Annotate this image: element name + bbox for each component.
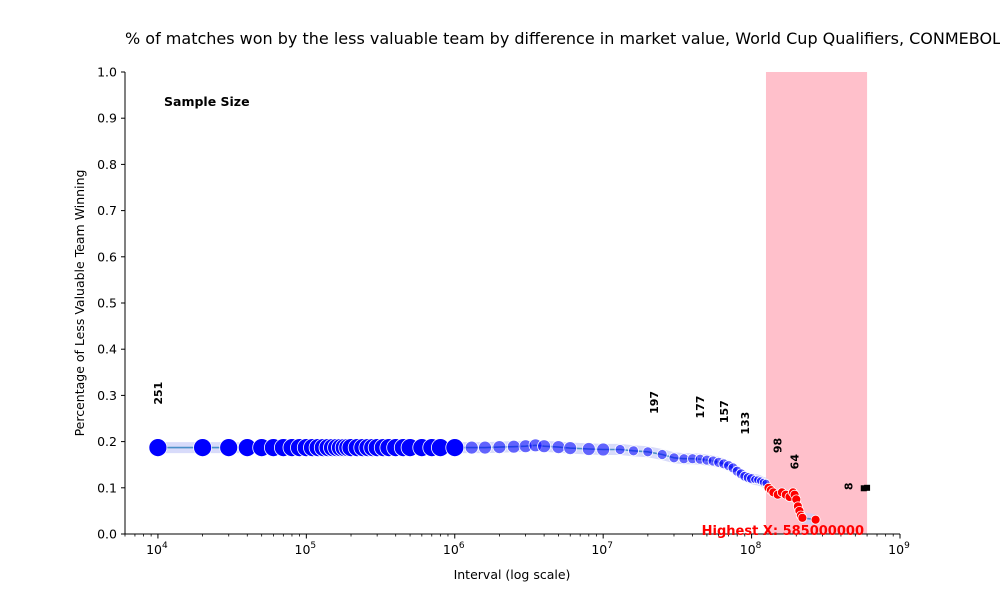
data-point-black (860, 485, 867, 492)
data-point-red (797, 512, 808, 523)
y-tick-label: 0.6 (97, 249, 117, 264)
sample-size-label: 157 (718, 400, 731, 423)
chart-title: % of matches won by the less valuable te… (125, 29, 1000, 48)
y-tick-label: 0.4 (97, 342, 117, 357)
y-tick-label: 0.7 (97, 203, 117, 218)
highest-x-label: Highest X: 585000000 (702, 524, 864, 539)
data-point-blue (581, 442, 596, 456)
sample-size-label: 8 (843, 482, 856, 490)
sample-size-label: 133 (739, 412, 752, 435)
highlight-band (765, 72, 868, 534)
data-point-blue (445, 438, 465, 458)
sample-size-label: 98 (772, 438, 785, 453)
data-point-blue (628, 445, 639, 457)
data-point-blue (219, 438, 239, 458)
x-tick-label: 104 (146, 541, 168, 557)
data-point-blue (642, 446, 654, 458)
y-tick-label: 0.5 (97, 296, 117, 311)
x-tick-label: 108 (740, 541, 762, 557)
data-point-blue (596, 442, 611, 457)
x-axis-label: Interval (log scale) (454, 567, 571, 582)
data-point-blue (656, 449, 668, 460)
x-tick-label: 109 (888, 541, 910, 557)
axes-layer: 0.0 0.1 0.2 0.3 0.4 0.5 0.6 0.7 0.8 0.9 1.0 104 105 1… (97, 65, 910, 558)
data-point-blue (492, 440, 507, 455)
y-tick-label: 0.8 (97, 157, 117, 172)
data-point-blue (551, 440, 566, 455)
data-point-blue (506, 439, 521, 454)
x-tick-label: 106 (443, 541, 465, 557)
data-point-blue (563, 441, 578, 456)
data-point-blue (668, 452, 680, 464)
sample-size-label: 251 (152, 382, 165, 405)
data-point-blue (614, 444, 626, 455)
data-point-red (810, 514, 821, 525)
sample-size-heading: Sample Size (164, 94, 250, 109)
sample-size-labels-layer: 251 197 177 157 133 98 64 8 (152, 382, 856, 490)
y-axis-label: Percentage of Less Valuable Team Winning (72, 170, 87, 437)
x-tick-label: 107 (591, 541, 613, 557)
y-tick-label: 1.0 (97, 65, 117, 80)
data-point-blue (148, 438, 168, 458)
data-point-blue (193, 438, 213, 458)
data-points-layer (148, 438, 871, 525)
data-point-black (864, 484, 871, 491)
sample-size-label: 197 (648, 391, 661, 414)
data-point-blue (478, 440, 492, 455)
y-tick-label: 0.9 (97, 111, 117, 126)
y-tick-label: 0.0 (97, 527, 117, 542)
y-tick-label: 0.3 (97, 388, 117, 403)
sample-size-label: 177 (694, 396, 707, 419)
y-tick-label: 0.1 (97, 480, 117, 495)
data-point-blue (537, 439, 551, 454)
sample-size-label: 64 (789, 454, 802, 470)
x-tick-label: 105 (295, 541, 317, 557)
data-point-blue (464, 440, 479, 455)
y-tick-label: 0.2 (97, 434, 117, 449)
highlight-band-layer (765, 72, 868, 534)
